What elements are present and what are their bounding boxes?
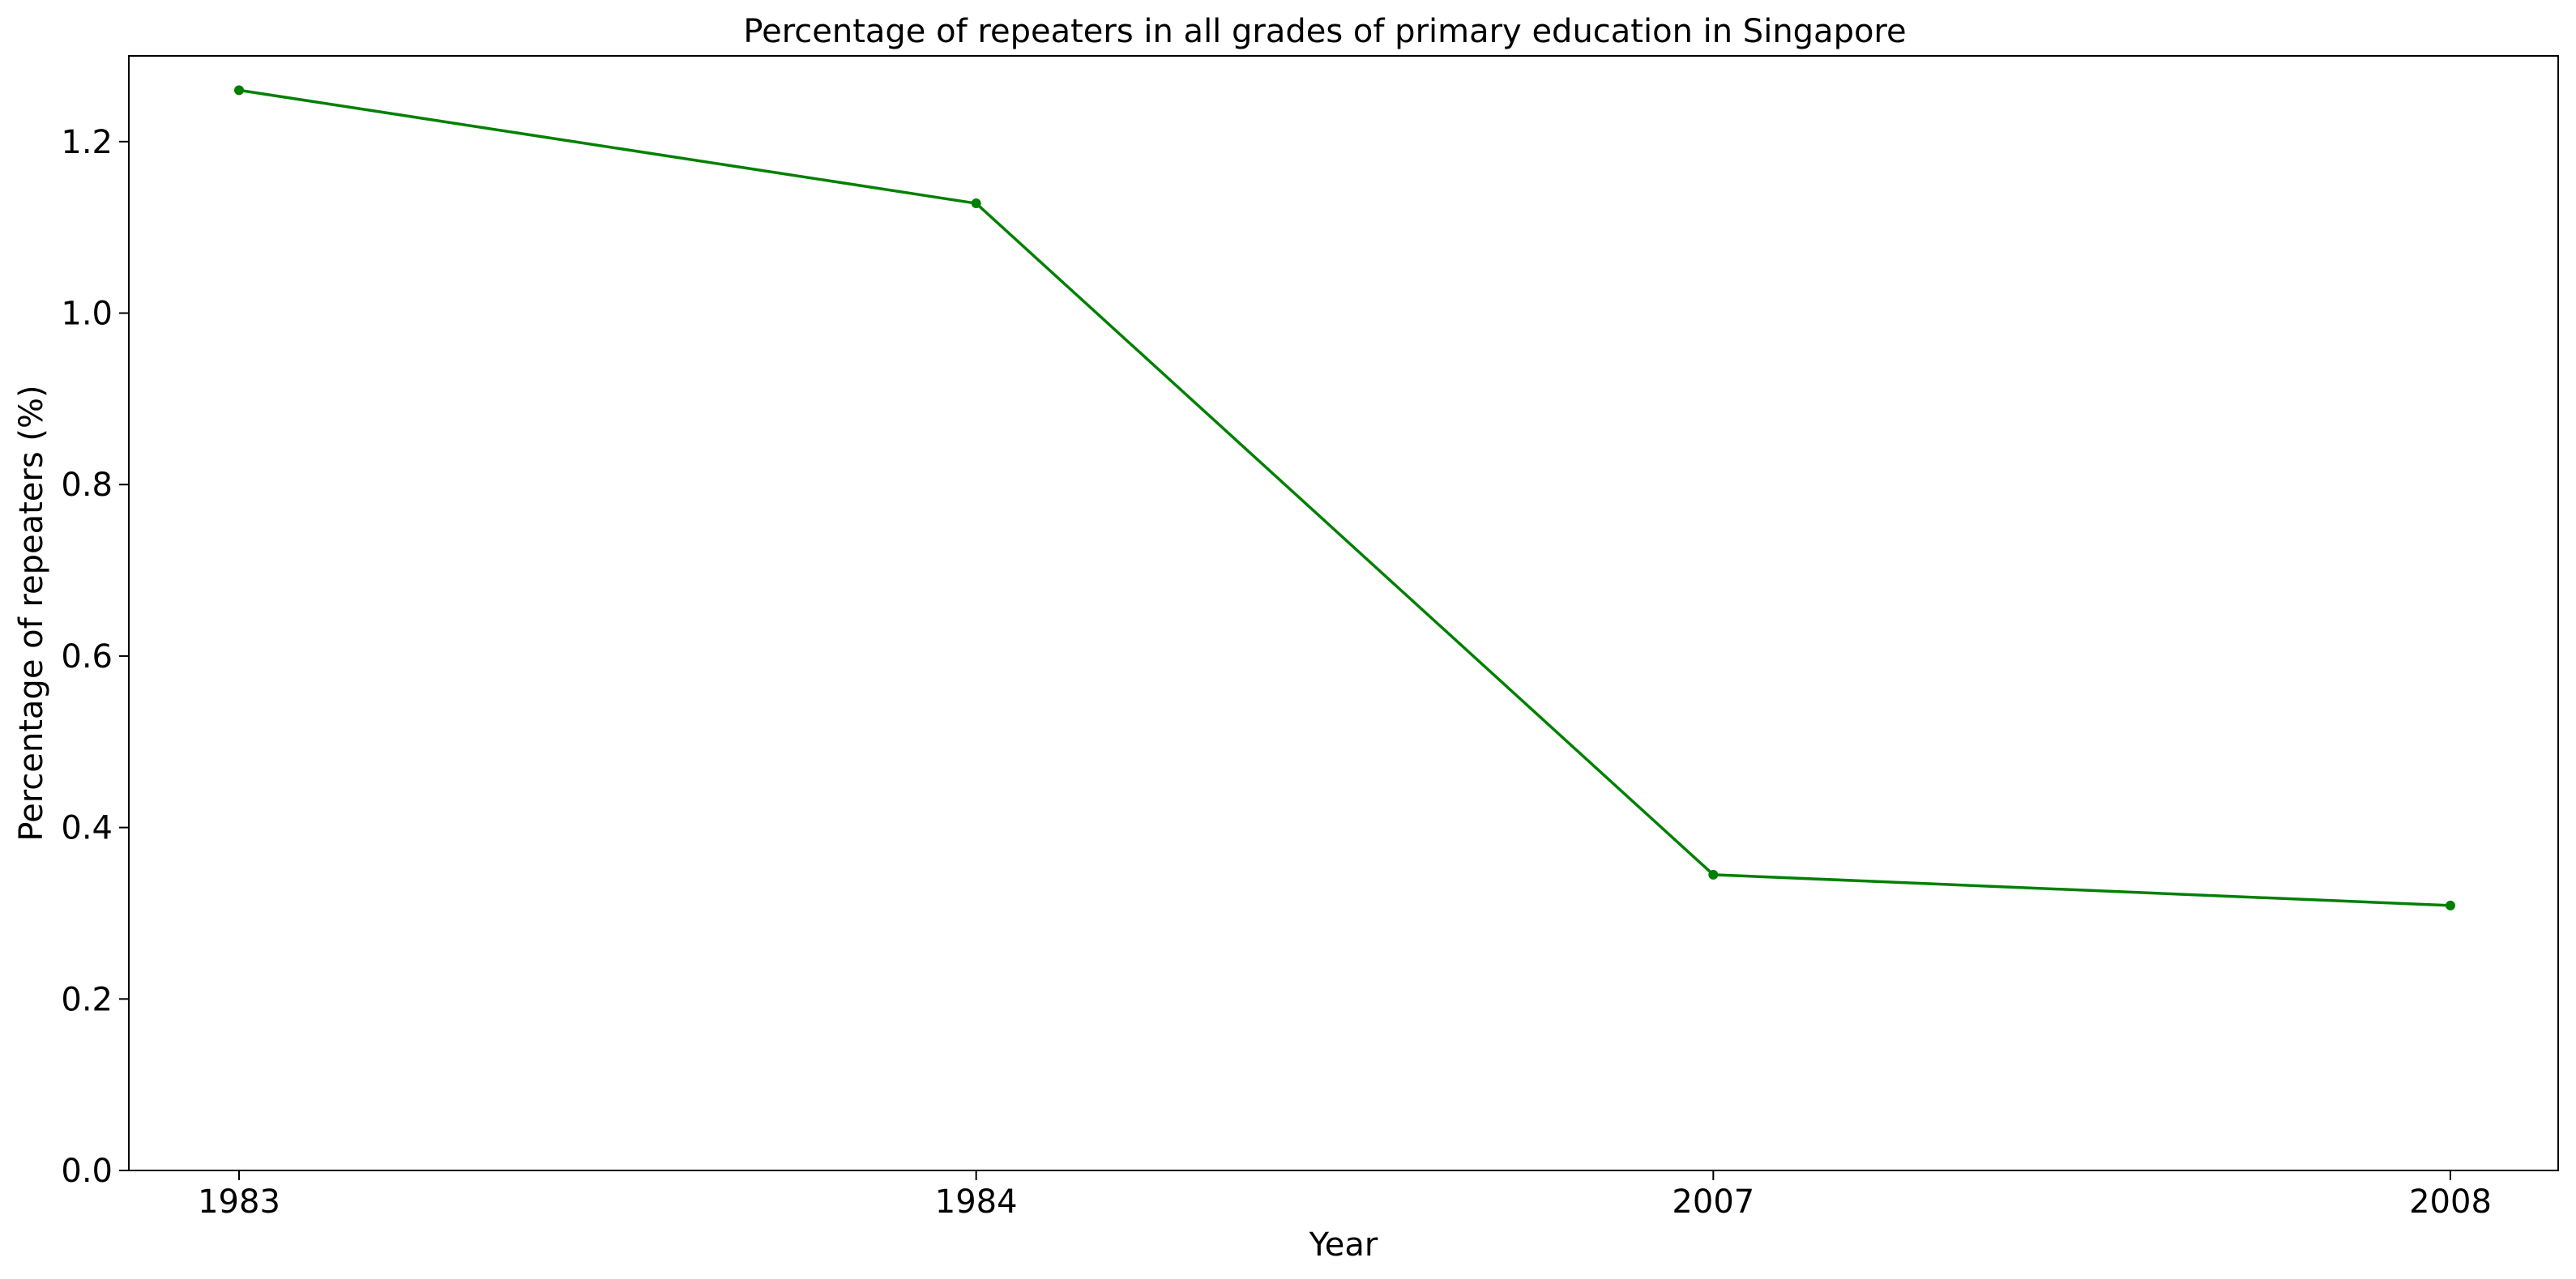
y-tick-label: 0.4 xyxy=(61,810,113,847)
x-axis: 1983 1984 2007 2008 xyxy=(198,1170,2492,1221)
x-tick-label: 2008 xyxy=(2409,1183,2492,1221)
data-point xyxy=(234,85,244,96)
y-tick-label: 0.6 xyxy=(61,638,113,676)
series-group xyxy=(234,85,2455,910)
x-tick-label: 1984 xyxy=(935,1183,1018,1221)
series-line xyxy=(238,88,2451,907)
y-tick-label: 1.0 xyxy=(61,296,113,333)
data-point xyxy=(1708,869,1719,880)
y-tick-label: 0.0 xyxy=(61,1153,113,1190)
y-axis: 0.0 0.2 0.4 0.6 0.8 1.0 1.2 xyxy=(61,124,129,1190)
data-point xyxy=(2446,900,2455,910)
y-tick-label: 0.2 xyxy=(61,981,113,1018)
data-point xyxy=(971,198,981,209)
y-axis-label: Percentage of repeaters (%) xyxy=(13,385,50,841)
y-tick-label: 0.8 xyxy=(61,467,113,504)
y-tick-label: 1.2 xyxy=(61,124,113,161)
x-axis-label: Year xyxy=(1309,1226,1378,1264)
x-tick-label: 1983 xyxy=(198,1183,280,1221)
plot-area-frame xyxy=(128,55,2559,1171)
chart-title: Percentage of repeaters in all grades of… xyxy=(743,13,1906,50)
x-tick-label: 2007 xyxy=(1672,1183,1754,1221)
